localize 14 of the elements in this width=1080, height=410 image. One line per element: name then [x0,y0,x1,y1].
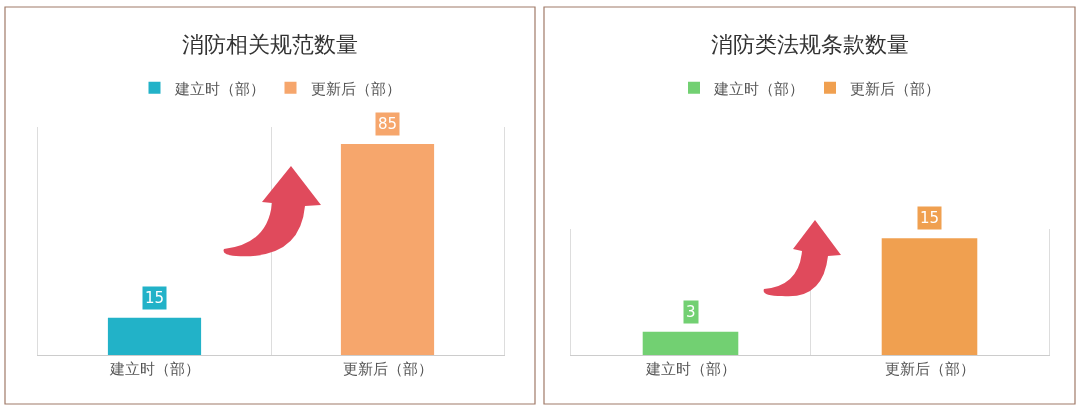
legend-label: 更新后（部） [310,79,401,98]
x-tick-label: 更新后（部） [884,360,975,378]
x-tick-label: 更新后（部） [342,360,433,378]
legend-label: 建立时（部） [173,79,265,98]
legend-label: 建立时（部） [713,79,804,98]
chart-title: 消防相关规范数量 [182,32,358,57]
chart-title: 消防类法规条款数量 [711,32,909,57]
data-label: 15 [920,209,940,227]
x-tick-label: 建立时（部） [644,360,736,378]
legend-label: 更新后（部） [850,79,940,98]
data-label: 3 [686,303,696,321]
data-label: 85 [378,115,398,133]
x-tick-label: 建立时（部） [108,360,200,378]
data-label: 15 [145,289,165,307]
